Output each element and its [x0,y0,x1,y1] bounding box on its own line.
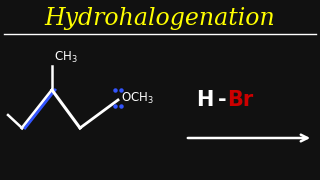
Text: -: - [218,90,226,110]
Text: $\mathregular{OCH_3}$: $\mathregular{OCH_3}$ [121,90,154,105]
Text: Br: Br [227,90,253,110]
Text: Hydrohalogenation: Hydrohalogenation [44,6,276,30]
Text: H: H [196,90,214,110]
Text: $\mathregular{CH_3}$: $\mathregular{CH_3}$ [54,50,78,65]
